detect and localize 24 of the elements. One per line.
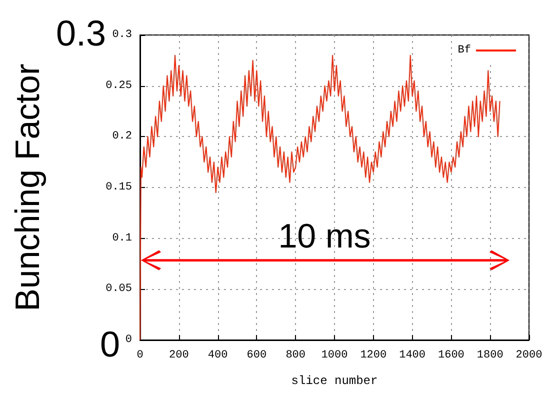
y-axis-title: Bunching Factor — [9, 64, 47, 312]
x-tick-label: 400 — [208, 350, 228, 362]
x-tick-label: 0 — [136, 350, 144, 362]
legend-label: Bf — [458, 44, 471, 56]
y-tick-label: 0.15 — [106, 182, 132, 194]
annotation: 10 ms — [278, 217, 371, 256]
x-tick-label: 600 — [246, 350, 267, 362]
text: 0.3 — [56, 12, 106, 54]
y-tick-label: 0.1 — [112, 232, 132, 244]
x-tick-label: 1800 — [476, 350, 504, 362]
x-tick-label: 1400 — [399, 350, 426, 362]
y-tick-label: 0.2 — [112, 130, 132, 143]
x-tick-label: 2000 — [516, 350, 542, 362]
x-tick-label: 1000 — [321, 350, 348, 362]
x-axis-title: slice number — [291, 374, 378, 388]
y-tick-label: 0.05 — [106, 283, 132, 296]
y-tick-label: 0.3 — [112, 29, 132, 41]
y-tick-label: 0 — [125, 334, 132, 346]
x-tick-label: 1200 — [360, 350, 387, 362]
line-series — [140, 54, 500, 340]
x-tick-label: 200 — [168, 350, 189, 362]
y-tick-label: 0.25 — [106, 80, 132, 92]
x-tick-label: 1600 — [438, 350, 464, 362]
x-tick-label: 800 — [286, 350, 306, 362]
